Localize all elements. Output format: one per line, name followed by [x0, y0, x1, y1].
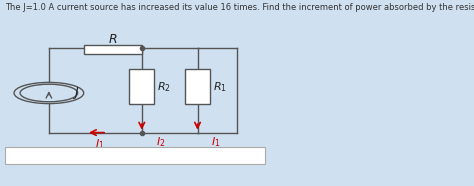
- Text: $R_2$: $R_2$: [157, 80, 171, 94]
- Text: Answer:: Answer:: [10, 151, 46, 160]
- Text: $I_1$: $I_1$: [95, 138, 105, 151]
- FancyBboxPatch shape: [5, 147, 265, 164]
- Bar: [129, 69, 155, 104]
- Bar: [185, 69, 210, 104]
- Text: $R_1$: $R_1$: [213, 80, 227, 94]
- Text: The J=1.0 A current source has increased its value 16 times. Find the increment : The J=1.0 A current source has increased…: [5, 3, 474, 12]
- Text: $I_2$: $I_2$: [155, 135, 165, 149]
- Bar: [84, 45, 142, 54]
- Text: $I_1$: $I_1$: [211, 135, 221, 149]
- Text: $J$: $J$: [72, 85, 80, 101]
- Text: 40: 40: [44, 151, 55, 160]
- Text: $R$: $R$: [108, 33, 117, 46]
